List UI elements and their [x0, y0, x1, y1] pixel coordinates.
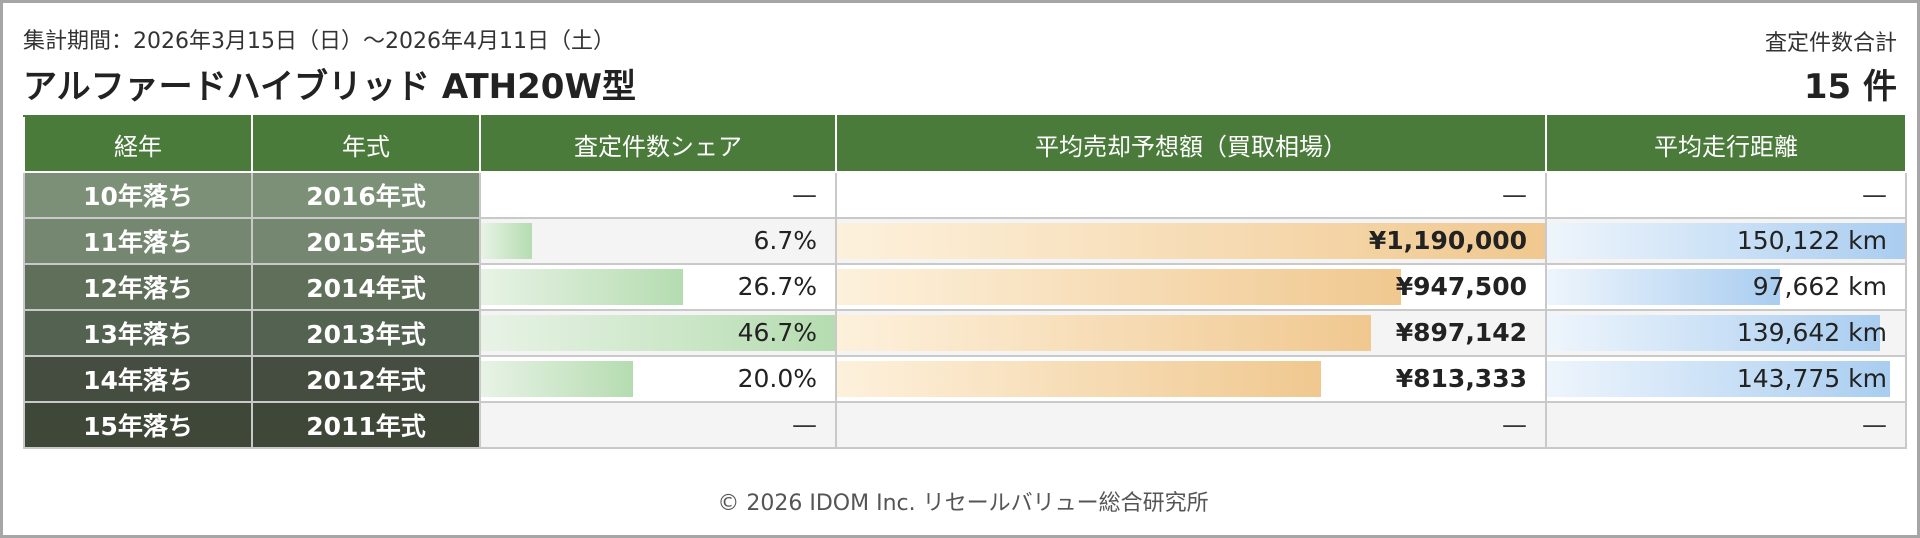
distance-cell: 139,642 km [1545, 309, 1907, 357]
table-row: 10年落ち 2016年式 — — — [23, 171, 1907, 219]
price-value: ¥813,333 [1395, 364, 1527, 393]
share-cell: 6.7% [479, 217, 837, 265]
price-cell: ¥947,500 [835, 263, 1547, 311]
year-cell: 2015年式 [251, 217, 481, 265]
share-bar [481, 223, 532, 259]
share-cell: — [479, 171, 837, 219]
column-header-price: 平均売却予想額（買取相場） [835, 115, 1547, 173]
share-cell: — [479, 401, 837, 449]
age-cell: 13年落ち [23, 309, 253, 357]
share-value: — [792, 180, 817, 209]
distance-bar [1547, 315, 1880, 351]
share-bar [481, 269, 684, 305]
total-count-label: 査定件数合計 [1764, 31, 1897, 56]
year-cell: 2014年式 [251, 263, 481, 311]
total-count-value: 15 件 [1803, 67, 1897, 107]
table-row: 11年落ち 2015年式 6.7% ¥1,190,000 150,122 km [23, 217, 1907, 265]
year-cell: 2013年式 [251, 309, 481, 357]
price-value: — [1502, 410, 1527, 439]
distance-bar [1547, 223, 1905, 259]
share-value: — [792, 410, 817, 439]
price-value: — [1502, 180, 1527, 209]
table-header-row: 経年 年式 査定件数シェア 平均売却予想額（買取相場） 平均走行距離 [23, 115, 1907, 173]
distance-bar [1547, 361, 1890, 397]
table-row: 13年落ち 2013年式 46.7% ¥897,142 139,642 km [23, 309, 1907, 357]
period-label: 集計期間：2026年3月15日（日）〜2026年4月11日（土） [23, 29, 615, 54]
price-bar [837, 223, 1545, 259]
distance-value: 143,775 km [1736, 364, 1887, 393]
distance-value: 139,642 km [1736, 318, 1887, 347]
price-value: ¥947,500 [1395, 272, 1527, 301]
year-cell: 2012年式 [251, 355, 481, 403]
distance-value: 97,662 km [1752, 272, 1887, 301]
price-cell: ¥813,333 [835, 355, 1547, 403]
age-cell: 14年落ち [23, 355, 253, 403]
distance-cell: 97,662 km [1545, 263, 1907, 311]
resale-table: 経年 年式 査定件数シェア 平均売却予想額（買取相場） 平均走行距離 10年落ち… [23, 115, 1907, 449]
price-bar [837, 361, 1321, 397]
copyright-footer: © 2026 IDOM Inc. リセールバリュー総合研究所 [717, 491, 1209, 516]
column-header-distance: 平均走行距離 [1545, 115, 1907, 173]
share-bar [481, 361, 633, 397]
share-value: 26.7% [737, 272, 817, 301]
price-value: ¥897,142 [1395, 318, 1527, 347]
age-cell: 15年落ち [23, 401, 253, 449]
table-row: 12年落ち 2014年式 26.7% ¥947,500 97,662 km [23, 263, 1907, 311]
price-cell: ¥897,142 [835, 309, 1547, 357]
share-value: 20.0% [737, 364, 817, 393]
column-header-year: 年式 [251, 115, 481, 173]
age-cell: 12年落ち [23, 263, 253, 311]
price-bar [837, 269, 1401, 305]
share-value: 6.7% [753, 226, 817, 255]
model-title: アルファードハイブリッド ATH20W型 [23, 67, 636, 107]
distance-bar [1547, 269, 1781, 305]
year-cell: 2016年式 [251, 171, 481, 219]
column-header-age: 経年 [23, 115, 253, 173]
column-header-share: 査定件数シェア [479, 115, 837, 173]
distance-cell: — [1545, 171, 1907, 219]
price-cell: ¥1,190,000 [835, 217, 1547, 265]
distance-cell: 143,775 km [1545, 355, 1907, 403]
price-cell: — [835, 401, 1547, 449]
share-cell: 26.7% [479, 263, 837, 311]
distance-cell: — [1545, 401, 1907, 449]
distance-cell: 150,122 km [1545, 217, 1907, 265]
distance-value: 150,122 km [1736, 226, 1887, 255]
price-value: ¥1,190,000 [1368, 226, 1527, 255]
share-cell: 46.7% [479, 309, 837, 357]
distance-value: — [1862, 180, 1887, 209]
share-bar [481, 315, 835, 351]
table-row: 15年落ち 2011年式 — — — [23, 401, 1907, 449]
year-cell: 2011年式 [251, 401, 481, 449]
price-bar [837, 315, 1371, 351]
age-cell: 11年落ち [23, 217, 253, 265]
share-cell: 20.0% [479, 355, 837, 403]
table-row: 14年落ち 2012年式 20.0% ¥813,333 143,775 km [23, 355, 1907, 403]
share-value: 46.7% [737, 318, 817, 347]
price-cell: — [835, 171, 1547, 219]
distance-value: — [1862, 410, 1887, 439]
age-cell: 10年落ち [23, 171, 253, 219]
